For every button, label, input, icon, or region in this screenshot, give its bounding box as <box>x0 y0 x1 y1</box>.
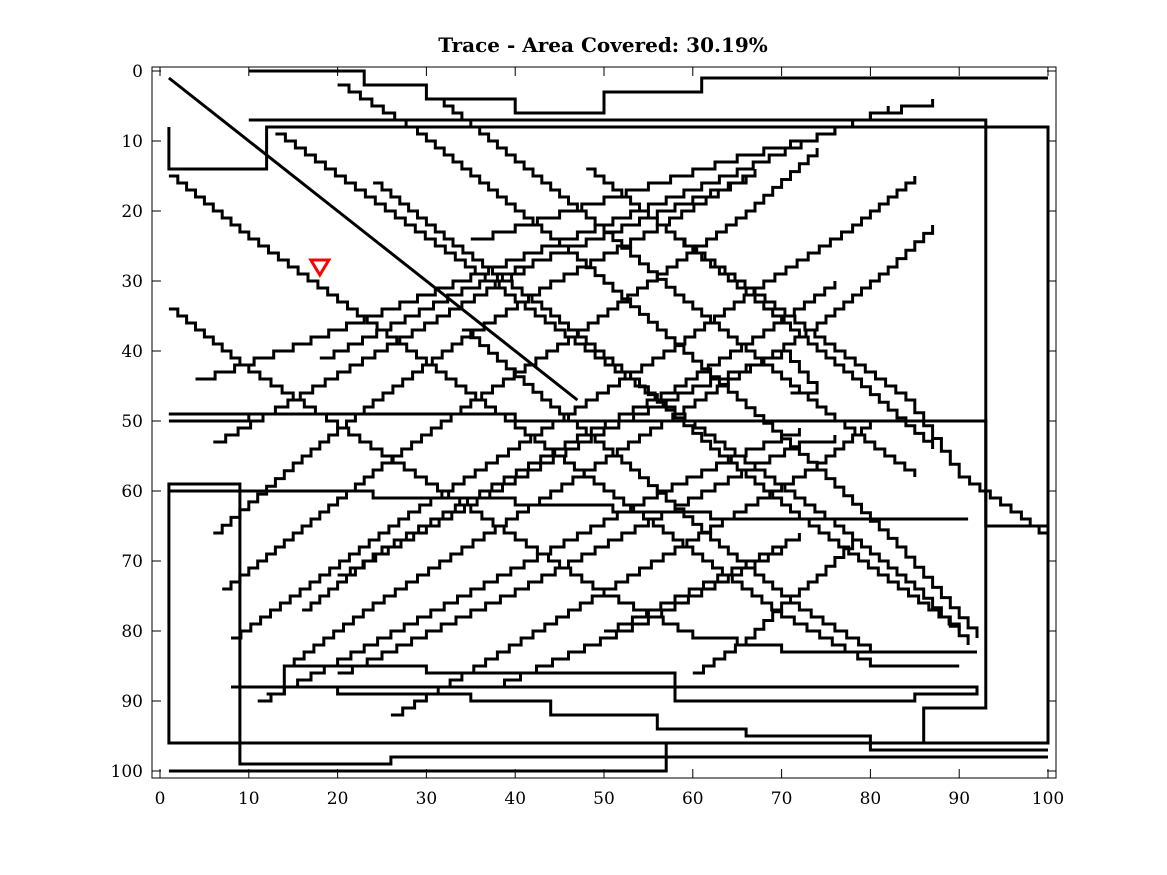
trace-series-28 <box>604 533 801 633</box>
x-tick-label-5: 50 <box>593 789 615 809</box>
trace-series-4 <box>168 412 1050 540</box>
trace-series-24 <box>337 435 837 675</box>
y-tick-label-5: 50 <box>121 412 143 432</box>
trace-series-27 <box>692 540 855 675</box>
y-tick-label-4: 40 <box>121 342 143 362</box>
trace-series-2 <box>168 118 988 773</box>
x-tick-labels: 0 10 20 30 40 50 60 70 80 90 100 <box>155 789 1065 809</box>
trace-series-25 <box>257 428 801 703</box>
trace-series-9 <box>213 169 757 535</box>
y-tick-label-6: 60 <box>121 482 143 502</box>
trace-series-1 <box>167 125 1050 766</box>
position-marker-triangle <box>308 258 332 278</box>
x-tick-label-3: 30 <box>416 789 438 809</box>
trace-series-29 <box>488 547 784 689</box>
trace-series-19 <box>373 181 961 631</box>
x-tick-label-0: 0 <box>155 789 166 809</box>
trace-lines <box>167 69 1050 773</box>
trace-series-7 <box>248 69 1048 115</box>
trace-series-33 <box>470 99 935 241</box>
trace-series-8 <box>168 489 969 521</box>
x-tick-label-6: 60 <box>682 789 704 809</box>
trace-series-30 <box>195 106 890 381</box>
x-tick-label-7: 70 <box>771 789 793 809</box>
y-tick-label-8: 80 <box>121 622 143 642</box>
y-tick-label-2: 20 <box>121 202 143 222</box>
trace-series-22 <box>675 237 1050 540</box>
y-tick-labels: 0 10 20 30 40 50 60 70 80 90 100 <box>111 62 143 782</box>
y-tick-label-3: 30 <box>121 272 143 292</box>
trace-series-15 <box>168 174 960 668</box>
trace-series-0 <box>167 76 579 402</box>
axis-ticks <box>152 67 1056 778</box>
position-marker-layer <box>308 258 332 278</box>
x-tick-label-9: 90 <box>948 789 970 809</box>
trace-series-12 <box>284 225 935 668</box>
trace-series-32 <box>319 176 748 360</box>
x-tick-label-8: 80 <box>860 789 882 809</box>
trace-series-26 <box>390 421 872 717</box>
x-tick-label-4: 40 <box>504 789 526 809</box>
y-tick-label-0: 0 <box>132 62 143 82</box>
x-tick-label-10: 100 <box>1032 789 1064 809</box>
chart-title: Trace - Area Covered: 30.19% <box>438 33 768 57</box>
trace-series-18 <box>337 83 979 638</box>
trace-series-5 <box>231 664 979 703</box>
trace-series-14 <box>337 349 819 577</box>
y-tick-label-10: 100 <box>111 762 143 782</box>
trace-series-31 <box>213 267 526 444</box>
y-tick-label-9: 90 <box>121 692 143 712</box>
trace-series-11 <box>231 176 917 640</box>
trace-series-20 <box>435 97 917 477</box>
trace-series-6 <box>231 685 1048 752</box>
x-tick-label-1: 10 <box>238 789 260 809</box>
x-tick-label-2: 20 <box>327 789 349 809</box>
y-tick-label-1: 10 <box>121 132 143 152</box>
y-tick-label-7: 70 <box>121 552 143 572</box>
